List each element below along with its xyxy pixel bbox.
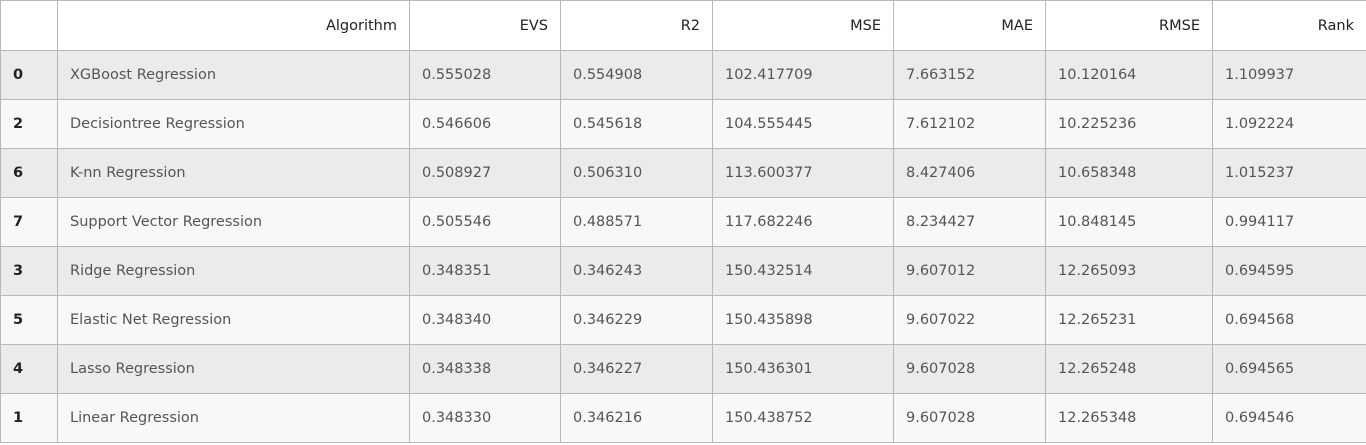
rmse-cell: 12.265093 [1045,246,1213,296]
evs-cell: 0.505546 [409,197,561,247]
row-index: 7 [0,197,58,247]
row-index: 3 [0,246,58,296]
row-index: 2 [0,99,58,149]
evs-cell: 0.546606 [409,99,561,149]
row-index: 4 [0,344,58,394]
column-header-rank: Rank [1212,0,1366,51]
row-index: 0 [0,50,58,100]
column-header-mse: MSE [712,0,894,51]
mse-cell: 117.682246 [712,197,894,247]
mae-cell: 9.607028 [893,393,1046,443]
rank-cell: 1.015237 [1212,148,1366,198]
rmse-cell: 12.265348 [1045,393,1213,443]
row-index: 5 [0,295,58,345]
mse-cell: 102.417709 [712,50,894,100]
algorithm-cell: Support Vector Regression [57,197,410,247]
rank-cell: 0.694595 [1212,246,1366,296]
r2-cell: 0.346243 [560,246,713,296]
algorithm-cell: Decisiontree Regression [57,99,410,149]
rmse-cell: 10.658348 [1045,148,1213,198]
column-header-algorithm: Algorithm [57,0,410,51]
evs-cell: 0.508927 [409,148,561,198]
rmse-cell: 12.265231 [1045,295,1213,345]
header-row: Algorithm EVS R2 MSE MAE RMSE Rank [0,0,1366,51]
table-row: 3 Ridge Regression 0.348351 0.346243 150… [0,246,1366,296]
mae-cell: 9.607028 [893,344,1046,394]
rank-cell: 1.092224 [1212,99,1366,149]
r2-cell: 0.488571 [560,197,713,247]
algorithm-cell: Lasso Regression [57,344,410,394]
rank-cell: 1.109937 [1212,50,1366,100]
rmse-cell: 10.848145 [1045,197,1213,247]
table-row: 1 Linear Regression 0.348330 0.346216 15… [0,393,1366,443]
column-header-r2: R2 [560,0,713,51]
row-index: 1 [0,393,58,443]
rmse-cell: 10.120164 [1045,50,1213,100]
r2-cell: 0.554908 [560,50,713,100]
index-column-header [0,0,58,51]
mse-cell: 150.438752 [712,393,894,443]
r2-cell: 0.545618 [560,99,713,149]
table-row: 4 Lasso Regression 0.348338 0.346227 150… [0,344,1366,394]
mse-cell: 104.555445 [712,99,894,149]
algorithm-cell: Linear Regression [57,393,410,443]
rmse-cell: 10.225236 [1045,99,1213,149]
table-row: 0 XGBoost Regression 0.555028 0.554908 1… [0,50,1366,100]
evs-cell: 0.348330 [409,393,561,443]
algorithm-cell: K-nn Regression [57,148,410,198]
mse-cell: 150.436301 [712,344,894,394]
table-row: 6 K-nn Regression 0.508927 0.506310 113.… [0,148,1366,198]
mse-cell: 150.432514 [712,246,894,296]
mae-cell: 8.427406 [893,148,1046,198]
column-header-evs: EVS [409,0,561,51]
rank-cell: 0.694546 [1212,393,1366,443]
column-header-rmse: RMSE [1045,0,1213,51]
rank-cell: 0.994117 [1212,197,1366,247]
evs-cell: 0.348351 [409,246,561,296]
table-row: 7 Support Vector Regression 0.505546 0.4… [0,197,1366,247]
column-header-mae: MAE [893,0,1046,51]
table-row: 2 Decisiontree Regression 0.546606 0.545… [0,99,1366,149]
mae-cell: 7.663152 [893,50,1046,100]
mae-cell: 9.607022 [893,295,1046,345]
r2-cell: 0.346227 [560,344,713,394]
mae-cell: 7.612102 [893,99,1046,149]
mse-cell: 113.600377 [712,148,894,198]
row-index: 6 [0,148,58,198]
mae-cell: 9.607012 [893,246,1046,296]
mse-cell: 150.435898 [712,295,894,345]
r2-cell: 0.346229 [560,295,713,345]
algorithm-cell: XGBoost Regression [57,50,410,100]
algorithm-cell: Ridge Regression [57,246,410,296]
algorithm-cell: Elastic Net Regression [57,295,410,345]
mae-cell: 8.234427 [893,197,1046,247]
rmse-cell: 12.265248 [1045,344,1213,394]
table-row: 5 Elastic Net Regression 0.348340 0.3462… [0,295,1366,345]
evs-cell: 0.555028 [409,50,561,100]
rank-cell: 0.694568 [1212,295,1366,345]
evs-cell: 0.348340 [409,295,561,345]
r2-cell: 0.346216 [560,393,713,443]
r2-cell: 0.506310 [560,148,713,198]
rank-cell: 0.694565 [1212,344,1366,394]
evs-cell: 0.348338 [409,344,561,394]
